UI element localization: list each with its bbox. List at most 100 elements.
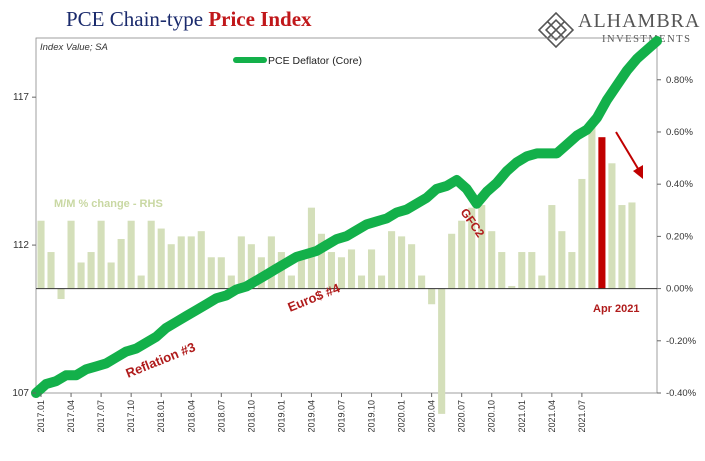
right-tick-label: 0.60% (666, 127, 693, 138)
logo-brand: ALHAMBRA (578, 10, 701, 32)
x-tick-label: 2017.10 (126, 400, 136, 433)
mm-change-bar (247, 244, 255, 289)
mm-change-bar (508, 285, 516, 289)
mm-change-bar (217, 257, 225, 289)
mm-change-bar (337, 257, 346, 289)
mm-change-bar (57, 288, 65, 300)
left-tick-label: 107 (12, 388, 29, 399)
alhambra-logo-icon (537, 11, 575, 49)
annotation-arrow-shaft (615, 131, 641, 173)
mm-change-bar (67, 220, 75, 289)
annotation-arrow-head (633, 165, 643, 179)
mm-change-bar (97, 220, 105, 289)
right-tick-label: -0.20% (666, 336, 697, 347)
mm-change-bar (177, 236, 185, 289)
x-tick-label: 2021.07 (577, 400, 587, 433)
legend-bar-label: M/M % change - RHS (54, 198, 163, 210)
mm-change-bar (147, 220, 155, 289)
x-tick-label: 2018.01 (156, 400, 166, 433)
right-tick-label: 0.20% (666, 231, 693, 242)
mm-change-bar (317, 233, 326, 289)
x-tick-label: 2020.07 (457, 400, 467, 433)
mm-change-bar (438, 288, 446, 414)
legend-line-label: PCE Deflator (Core) (268, 55, 362, 67)
x-tick-label: 2019.10 (367, 400, 377, 433)
mm-change-bar (137, 275, 145, 289)
mm-change-bar (287, 275, 295, 289)
mm-change-bar (127, 220, 135, 289)
x-tick-label: 2021.01 (517, 400, 527, 433)
title-part-1: PCE Chain-type (66, 7, 209, 31)
right-tick-label: 0.00% (666, 284, 693, 295)
mm-change-bar (628, 202, 636, 289)
x-tick-label: 2020.01 (397, 400, 407, 433)
x-tick-label: 2018.10 (246, 400, 256, 433)
mm-change-bar (428, 288, 436, 305)
mm-change-bar (528, 252, 536, 289)
mm-change-bar (448, 233, 456, 289)
mm-change-bar (538, 275, 546, 289)
mm-change-bar (197, 231, 205, 289)
mm-change-bar (558, 231, 566, 289)
mm-change-bar (107, 262, 115, 289)
company-logo: ALHAMBRA INVESTMENTS (532, 10, 700, 50)
mm-change-bar (468, 207, 476, 289)
pce-deflator-line (31, 36, 662, 398)
right-tick-label: 0.80% (666, 75, 693, 86)
right-tick-label: -0.40% (666, 388, 697, 399)
mm-change-bar (327, 252, 336, 289)
mm-change-bar (87, 252, 95, 289)
mm-change-bar (227, 275, 235, 289)
mm-change-bar (237, 236, 245, 289)
x-tick-label: 2017.07 (96, 400, 106, 433)
mm-change-bar (608, 163, 616, 289)
mm-change-bar (618, 205, 626, 289)
mm-change-bar (267, 236, 275, 289)
x-tick-label: 2020.10 (487, 400, 497, 433)
x-tick-label: 2020.04 (427, 400, 437, 433)
mm-change-bar (488, 231, 496, 289)
mm-change-bar (187, 236, 195, 289)
annotation-apr-2021: Apr 2021 (593, 303, 639, 315)
mm-change-bar (207, 257, 215, 289)
mm-change-bar (388, 231, 396, 289)
mm-change-bar (458, 220, 466, 289)
mm-change-bar (418, 275, 426, 289)
x-tick-label: 2019.01 (276, 400, 286, 433)
right-tick-label: 0.40% (666, 179, 693, 190)
highlight-bar (598, 137, 606, 289)
mm-change-bar (578, 178, 586, 289)
mm-change-bar (117, 238, 125, 289)
mm-change-bar (478, 205, 486, 289)
mm-change-bar (548, 205, 556, 289)
x-tick-label: 2018.07 (216, 400, 226, 433)
mm-change-bar (518, 252, 526, 289)
mm-change-bar (398, 236, 406, 289)
plot-frame (35, 37, 658, 394)
page-title: PCE Chain-type Price Index (66, 6, 312, 32)
mm-change-bar (588, 126, 596, 289)
mm-change-bar (167, 244, 175, 289)
mm-change-bar (77, 262, 85, 289)
mm-change-bar (367, 249, 376, 289)
mm-change-bar (568, 252, 576, 289)
mm-change-bar (378, 275, 386, 289)
mm-change-bar (37, 220, 45, 289)
mm-change-bar (47, 252, 55, 289)
x-tick-label: 2021.04 (547, 400, 557, 433)
x-tick-label: 2017.01 (36, 400, 46, 433)
mm-change-bar (408, 244, 416, 289)
left-tick-label: 117 (13, 92, 29, 103)
mm-change-bar (357, 275, 366, 289)
mm-change-bar (157, 228, 165, 289)
x-tick-label: 2019.07 (336, 400, 346, 433)
left-axis-title: Index Value; SA (40, 42, 108, 53)
mm-change-bar (297, 252, 305, 289)
title-part-2: Price Index (208, 7, 312, 31)
x-tick-label: 2019.04 (306, 400, 316, 433)
x-tick-label: 2018.04 (186, 400, 196, 433)
left-tick-label: 112 (13, 240, 29, 251)
mm-change-bar (347, 249, 356, 289)
x-tick-label: 2017.04 (66, 400, 76, 433)
